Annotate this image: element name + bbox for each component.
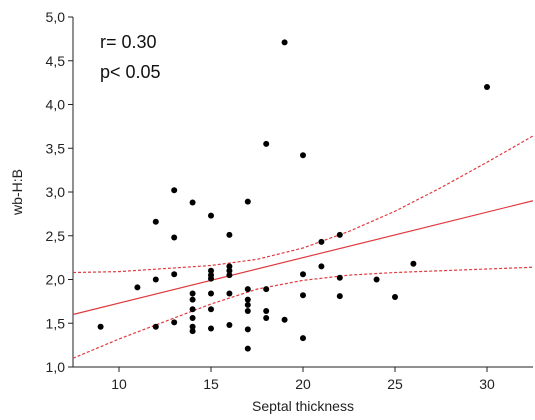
data-point — [244, 286, 251, 293]
data-point — [189, 296, 196, 303]
data-point — [226, 272, 233, 279]
data-point — [484, 84, 490, 90]
data-point — [244, 301, 251, 308]
data-point — [244, 308, 251, 314]
confidence-band-lower — [72, 266, 534, 359]
data-point — [263, 308, 270, 314]
data-point — [208, 290, 214, 297]
y-tick-label: 1,0 — [46, 359, 66, 375]
data-point — [300, 292, 306, 299]
data-point — [189, 290, 196, 297]
data-point — [171, 319, 178, 326]
data-point — [318, 238, 325, 245]
confidence-band-upper — [72, 135, 534, 274]
data-point — [300, 335, 306, 342]
data-point — [208, 267, 214, 274]
data-point — [263, 315, 270, 321]
data-point — [189, 199, 196, 206]
data-point — [226, 263, 233, 270]
x-tick-label: 25 — [387, 376, 403, 392]
data-point — [189, 328, 196, 335]
x-tick-label: 10 — [111, 376, 127, 392]
data-point — [336, 274, 343, 281]
y-tick-label: 1,5 — [46, 315, 66, 331]
data-point — [208, 212, 214, 219]
annotation-p: p< 0.05 — [100, 62, 161, 82]
y-tick-label: 5,0 — [46, 9, 66, 25]
data-point — [392, 294, 398, 300]
data-point — [263, 286, 270, 293]
data-point — [410, 260, 417, 267]
y-tick-label: 4,0 — [46, 97, 66, 113]
annotation-r: r= 0.30 — [100, 32, 157, 52]
data-point — [300, 152, 306, 159]
y-tick-label: 3,0 — [46, 184, 66, 200]
plot-area: 1,0 1,5 2,0 2,5 3,0 3,5 4,0 4,5 5,0 10 15 20 25 30 — [46, 9, 534, 392]
data-point — [244, 296, 251, 303]
x-tick-label: 20 — [295, 376, 311, 392]
data-point — [373, 276, 380, 283]
y-tick-label: 2,5 — [46, 228, 66, 244]
data-point — [189, 306, 196, 313]
x-tick-label: 15 — [203, 376, 219, 392]
data-point — [152, 323, 159, 330]
data-point — [226, 267, 233, 274]
data-point — [244, 326, 251, 333]
y-axis-title: wb-H:B — [9, 169, 25, 216]
data-point — [300, 271, 306, 278]
data-point — [208, 325, 214, 332]
data-point — [189, 323, 196, 330]
data-point — [281, 39, 288, 46]
data-point — [226, 231, 233, 238]
regression-line — [72, 200, 534, 316]
y-tick-label: 2,0 — [46, 272, 66, 288]
y-tick-label: 4,5 — [46, 53, 66, 69]
data-point — [171, 271, 178, 278]
data-point — [263, 140, 270, 147]
y-tick-label: 3,5 — [46, 140, 66, 156]
data-point — [226, 290, 233, 297]
x-axis-title: Septal thickness — [252, 398, 354, 414]
data-point — [336, 293, 343, 300]
data-point — [244, 198, 251, 205]
data-point — [226, 322, 233, 328]
data-point — [208, 306, 214, 313]
data-point — [152, 218, 159, 225]
data-point — [134, 284, 141, 291]
data-point — [281, 316, 288, 323]
data-point — [97, 323, 104, 330]
data-point — [152, 276, 159, 283]
data-point — [171, 187, 178, 194]
data-point — [189, 315, 196, 321]
data-point — [318, 263, 325, 270]
data-point — [171, 234, 178, 241]
data-point — [336, 231, 343, 238]
data-point — [244, 345, 251, 352]
x-tick-label: 30 — [479, 376, 495, 392]
data-point — [208, 275, 214, 282]
